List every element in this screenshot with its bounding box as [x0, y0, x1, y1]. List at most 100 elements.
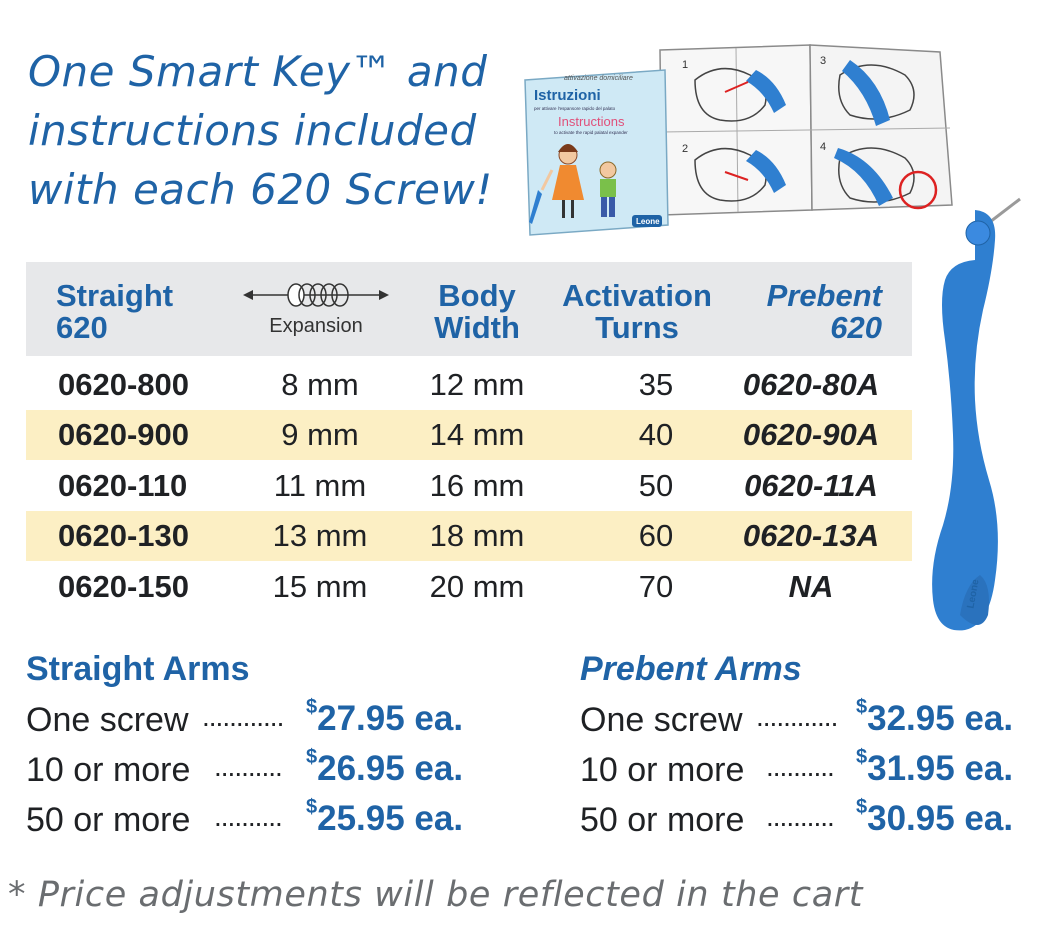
price-value: $27.95 ea. — [306, 696, 464, 739]
price-row: One screw ............ $32.95 ea. — [580, 696, 1040, 747]
price-amount: 25.95 ea. — [317, 799, 464, 838]
prebent-pricing: Prebent Arms One screw ............ $32.… — [580, 650, 1040, 847]
price-value: $25.95 ea. — [306, 796, 464, 839]
price-tier-label: 10 or more — [580, 751, 745, 789]
expansion-value: 8 mm — [281, 367, 359, 402]
table-row: 0620-110 11 mm 16 mm 50 0620-11A — [26, 461, 912, 511]
leader-dots: .......... — [214, 801, 283, 832]
currency-symbol: $ — [306, 746, 318, 768]
price-amount: 27.95 ea. — [317, 699, 464, 738]
booklet-cover-title: Istruzioni — [534, 87, 601, 104]
price-value: $32.95 ea. — [856, 696, 1014, 739]
straight-pricing: Straight Arms One screw ............ $27… — [26, 650, 496, 847]
header-straight: Straight 620 — [56, 280, 173, 344]
body-width-value: 12 mm — [429, 367, 525, 402]
table-row: 0620-130 13 mm 18 mm 60 0620-13A — [26, 511, 912, 561]
instruction-booklet-image: 1 2 3 4 Istruzioni per attivare l'espans… — [524, 44, 953, 236]
price-value: $30.95 ea. — [856, 796, 1014, 839]
headline-line-2: instructions included — [28, 106, 477, 155]
prebent-part-number: 0620-90A — [742, 417, 880, 452]
price-row: 10 or more .......... $31.95 ea. — [580, 746, 1040, 797]
table-row: 0620-800 8 mm 12 mm 35 0620-80A — [26, 360, 912, 410]
panel-number-3: 3 — [820, 55, 826, 67]
header-expansion: Expansion — [231, 280, 401, 338]
activation-turns-value: 60 — [638, 518, 674, 553]
price-tier-label: One screw — [26, 701, 189, 739]
leader-dots: .......... — [214, 751, 283, 782]
price-value: $26.95 ea. — [306, 746, 464, 789]
prebent-part-number: 0620-11A — [744, 468, 878, 503]
price-amount: 31.95 ea. — [867, 749, 1014, 788]
key-logo: Leone — [966, 578, 982, 609]
header-activation-turns: Activation Turns — [552, 280, 722, 344]
expansion-value: 13 mm — [272, 518, 368, 553]
headline: One Smart Key™ and instructions included… — [28, 42, 508, 219]
price-tier-label: 50 or more — [580, 801, 745, 839]
booklet-logo: Leone — [636, 217, 660, 226]
price-amount: 32.95 ea. — [867, 699, 1014, 738]
straight-part-number: 0620-150 — [58, 569, 190, 604]
header-prebent: Prebent 620 — [722, 280, 882, 344]
price-row: 50 or more .......... $30.95 ea. — [580, 796, 1040, 847]
leader-dots: .......... — [766, 751, 835, 782]
booklet-cover-small-text-en: to activate the rapid palatal expander — [554, 130, 628, 135]
prebent-part-number: 0620-13A — [742, 518, 880, 553]
straight-part-number: 0620-130 — [58, 518, 190, 553]
body-width-value: 14 mm — [429, 417, 525, 452]
price-amount: 26.95 ea. — [317, 749, 464, 788]
currency-symbol: $ — [856, 746, 868, 768]
table-header: Straight 620 Expansion Body Width Activa… — [26, 262, 912, 356]
panel-number-4: 4 — [820, 141, 826, 153]
price-value: $31.95 ea. — [856, 746, 1014, 789]
booklet-inner-header: attivazione domiciliare — [564, 75, 633, 82]
header-activation-line-2: Turns — [595, 310, 679, 345]
activation-turns-value: 50 — [638, 468, 674, 503]
straight-part-number: 0620-800 — [58, 367, 190, 402]
headline-line-1: One Smart Key™ and — [28, 47, 488, 96]
expansion-value: 9 mm — [281, 417, 359, 452]
header-body-width: Body Width — [422, 280, 532, 344]
product-table: Straight 620 Expansion Body Width Activa… — [26, 262, 912, 604]
table-row: 0620-900 9 mm 14 mm 40 0620-90A — [26, 410, 912, 460]
header-straight-line-2: 620 — [56, 310, 108, 345]
prebent-pricing-title: Prebent Arms — [580, 650, 802, 688]
header-body-width-line-2: Width — [434, 310, 520, 345]
body-width-value: 18 mm — [429, 518, 525, 553]
panel-number-1: 1 — [682, 59, 688, 71]
price-tier-label: 50 or more — [26, 801, 191, 839]
table-row: 0620-150 15 mm 20 mm 70 NA — [26, 562, 912, 612]
leader-dots: ............ — [202, 701, 284, 732]
straight-part-number: 0620-900 — [58, 417, 190, 452]
price-amount: 30.95 ea. — [867, 799, 1014, 838]
leader-dots: ............ — [756, 701, 838, 732]
price-tier-label: One screw — [580, 701, 743, 739]
headline-line-3: with each 620 Screw! — [28, 165, 493, 214]
header-activation-line-1: Activation — [562, 278, 712, 313]
body-width-value: 16 mm — [429, 468, 525, 503]
price-adjustment-note: * Price adjustments will be reflected in… — [8, 875, 864, 915]
header-expansion-label: Expansion — [269, 315, 363, 337]
activation-turns-value: 40 — [638, 417, 674, 452]
header-body-width-line-1: Body — [438, 278, 516, 313]
expansion-value: 11 mm — [273, 468, 367, 503]
activation-turns-value: 35 — [638, 367, 674, 402]
panel-number-2: 2 — [682, 143, 688, 155]
price-tier-label: 10 or more — [26, 751, 191, 789]
currency-symbol: $ — [856, 796, 868, 818]
currency-symbol: $ — [306, 696, 318, 718]
header-straight-line-1: Straight — [56, 278, 174, 313]
leader-dots: .......... — [766, 801, 835, 832]
booklet-cover-subtitle: Instructions — [558, 114, 625, 129]
header-prebent-line-1: Prebent — [766, 278, 882, 313]
prebent-part-number: 0620-80A — [742, 367, 880, 402]
expansion-coil-icon — [243, 283, 389, 307]
price-row: 10 or more .......... $26.95 ea. — [26, 746, 496, 797]
price-row: 50 or more .......... $25.95 ea. — [26, 796, 496, 847]
currency-symbol: $ — [306, 796, 318, 818]
expansion-value: 15 mm — [272, 569, 368, 604]
header-prebent-line-2: 620 — [830, 310, 882, 345]
smart-key-image: Leone — [932, 197, 1021, 631]
currency-symbol: $ — [856, 696, 868, 718]
booklet-cover-small-text: per attivare l'espansore rapido del pala… — [534, 106, 616, 111]
straight-part-number: 0620-110 — [58, 468, 188, 503]
